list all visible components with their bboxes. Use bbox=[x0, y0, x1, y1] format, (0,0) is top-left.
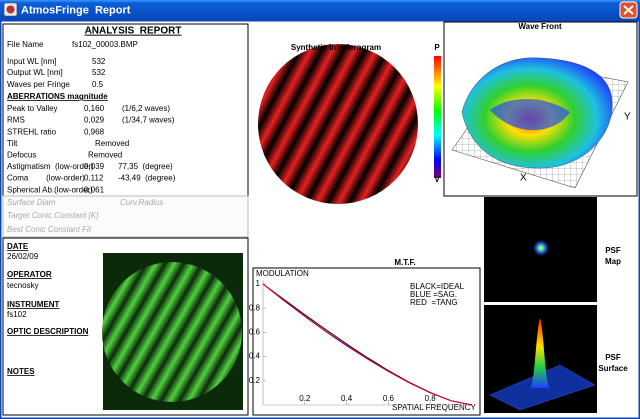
psf-peak bbox=[530, 318, 550, 388]
notes-value: fs102 bbox=[7, 310, 27, 319]
aberration-value: 0,029 bbox=[84, 116, 105, 125]
aberration-label: Spherical Ab.(low-order) bbox=[7, 185, 93, 194]
mtf-curve bbox=[262, 283, 473, 406]
x-tick-label: 0.8 bbox=[425, 394, 437, 403]
interferogram-title: Synthetic Interferogram bbox=[291, 43, 381, 52]
aberration-label: Peak to Valley bbox=[7, 104, 58, 113]
aberration-value: 0,039 bbox=[84, 162, 105, 171]
psf-spot bbox=[532, 239, 550, 257]
info-label: Waves per Fringe bbox=[7, 80, 70, 89]
aberration-value: 0,061 bbox=[84, 185, 105, 194]
y-tick-label: 0.6 bbox=[249, 328, 261, 337]
aberration-value: 0,112 bbox=[84, 174, 104, 183]
psf-label: PSF bbox=[605, 246, 621, 255]
aberration-value: Removed bbox=[95, 139, 129, 148]
aberration-value: 77,35 (degree) bbox=[118, 162, 173, 171]
aberration-value: 0,160 bbox=[84, 104, 105, 113]
notes-value: tecnosky bbox=[7, 281, 39, 290]
notes-value: 26/02/09 bbox=[7, 252, 39, 261]
x-tick-label: 0.2 bbox=[299, 394, 311, 403]
x-tick-label: 0.6 bbox=[383, 394, 395, 403]
notes-heading: INSTRUMENT bbox=[7, 300, 60, 309]
psf-label: PSF bbox=[605, 353, 621, 362]
notes-heading: DATE bbox=[7, 242, 29, 251]
axis-label: X bbox=[520, 173, 527, 184]
aberration-value: (1/34,7 waves) bbox=[122, 116, 175, 125]
info-value: 532 bbox=[92, 57, 106, 66]
chart-title: M.T.F. bbox=[394, 258, 415, 267]
app-icon-mark bbox=[6, 5, 15, 14]
notes-heading: OPERATOR bbox=[7, 270, 52, 279]
aberration-value: (1/6,2 waves) bbox=[122, 104, 170, 113]
legend-entry: RED =TANG bbox=[410, 298, 458, 307]
psf-label: Map bbox=[605, 257, 621, 266]
wavefront-title: Wave Front bbox=[518, 22, 562, 31]
close-button[interactable] bbox=[619, 1, 638, 19]
x-tick-label: 0.4 bbox=[341, 394, 353, 403]
info-label: Output WL [nm] bbox=[7, 68, 63, 77]
aberration-label: Coma (low-order) bbox=[7, 174, 85, 183]
fit-label: Surface Diam bbox=[7, 198, 56, 207]
report-box bbox=[2, 23, 249, 197]
legend-entry: BLUE =SAG. bbox=[410, 290, 457, 299]
title-bar bbox=[0, 0, 640, 20]
y-axis-label: MODULATION bbox=[256, 269, 309, 278]
fit-label: Curv.Radius bbox=[120, 198, 163, 207]
info-value: 0.5 bbox=[92, 80, 104, 89]
measured-fringes bbox=[102, 262, 242, 402]
color-scale bbox=[434, 56, 441, 178]
aberration-value: 0,968 bbox=[84, 127, 105, 136]
fit-label: Target Conic Constant [K] bbox=[7, 211, 99, 220]
aberration-label: Tilt bbox=[7, 139, 18, 148]
y-tick-label: 0.8 bbox=[249, 303, 261, 312]
psf-label: Surface bbox=[598, 364, 628, 373]
notes-heading: NOTES bbox=[7, 367, 35, 376]
y-tick-label: 0.4 bbox=[249, 352, 261, 361]
window-title: AtmosFringe Report bbox=[21, 4, 131, 16]
y-tick-label: 0.2 bbox=[249, 376, 261, 385]
aberration-label: RMS bbox=[7, 116, 25, 125]
mtf-box bbox=[252, 267, 481, 416]
aberration-label: Astigmatism (low-order) bbox=[7, 162, 94, 171]
scale-bottom: V bbox=[434, 175, 440, 184]
fit-label: Best Conic Constant Fit bbox=[7, 225, 92, 234]
info-value: 532 bbox=[92, 68, 106, 77]
legend-entry: BLACK=IDEAL bbox=[410, 282, 465, 291]
info-label: Input WL [nm] bbox=[7, 57, 57, 66]
axis-label: Y bbox=[624, 112, 631, 123]
aberration-label: Defocus bbox=[7, 151, 36, 160]
wavefront-valley bbox=[490, 98, 570, 131]
x-axis-label: SPATIAL FREQUENCY bbox=[392, 403, 477, 412]
synthetic-interferogram bbox=[258, 44, 418, 204]
scale-top: P bbox=[434, 43, 440, 52]
info-label: File Name bbox=[7, 40, 44, 49]
aberration-label: STREHL ratio bbox=[7, 127, 57, 136]
y-tick-label: 1 bbox=[256, 279, 261, 288]
aberration-value: -43,49 (degree) bbox=[118, 174, 176, 183]
fit-box bbox=[2, 195, 249, 238]
aberration-value: Removed bbox=[88, 151, 122, 160]
report-title: ANALYSIS REPORT bbox=[85, 26, 182, 37]
info-value: fs102_00003.BMP bbox=[72, 40, 138, 49]
notes-heading: OPTIC DESCRIPTION bbox=[7, 327, 89, 336]
aberrations-heading: ABERRATIONS magnitude bbox=[7, 92, 108, 101]
